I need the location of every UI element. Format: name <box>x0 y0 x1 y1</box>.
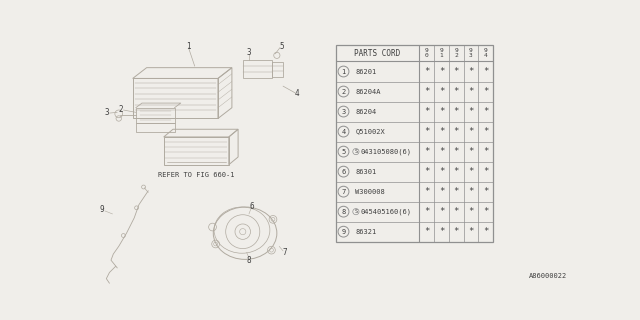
Text: 1: 1 <box>341 68 346 75</box>
Text: *: * <box>483 67 488 76</box>
Text: *: * <box>483 187 488 196</box>
Bar <box>132 78 218 118</box>
Text: *: * <box>424 167 429 176</box>
Bar <box>272 61 283 77</box>
Text: *: * <box>468 87 474 96</box>
Text: 9: 9 <box>341 229 346 235</box>
Text: *: * <box>483 107 488 116</box>
Text: *: * <box>468 207 474 216</box>
Text: *: * <box>468 67 474 76</box>
Text: *: * <box>439 207 444 216</box>
Bar <box>136 123 175 132</box>
Text: 8: 8 <box>246 256 252 265</box>
Text: 9
2: 9 2 <box>454 48 458 58</box>
Text: 86301: 86301 <box>355 169 376 175</box>
Text: *: * <box>468 147 474 156</box>
Text: 86321: 86321 <box>355 229 376 235</box>
Text: *: * <box>424 227 429 236</box>
Text: *: * <box>424 127 429 136</box>
Text: 9
0: 9 0 <box>425 48 429 58</box>
Text: 86204: 86204 <box>355 108 376 115</box>
Text: *: * <box>468 107 474 116</box>
Text: 9
4: 9 4 <box>484 48 488 58</box>
Text: 9
3: 9 3 <box>469 48 473 58</box>
Text: 2: 2 <box>341 89 346 94</box>
Text: *: * <box>454 207 459 216</box>
Text: *: * <box>468 167 474 176</box>
Text: 2: 2 <box>118 105 123 114</box>
Text: *: * <box>483 167 488 176</box>
Text: 045405160(6): 045405160(6) <box>360 208 412 215</box>
Text: 9: 9 <box>99 205 104 214</box>
Text: 3: 3 <box>105 108 109 117</box>
Text: S: S <box>355 209 358 214</box>
Text: 86204A: 86204A <box>355 89 381 94</box>
Text: *: * <box>424 67 429 76</box>
Text: *: * <box>424 147 429 156</box>
Text: REFER TO FIG 660-1: REFER TO FIG 660-1 <box>158 172 234 178</box>
Text: *: * <box>439 167 444 176</box>
Text: 5: 5 <box>341 148 346 155</box>
Text: *: * <box>424 207 429 216</box>
Text: 8: 8 <box>341 209 346 215</box>
Text: *: * <box>454 227 459 236</box>
Text: *: * <box>454 127 459 136</box>
Text: *: * <box>454 67 459 76</box>
Text: *: * <box>483 127 488 136</box>
Text: *: * <box>468 127 474 136</box>
Text: *: * <box>439 187 444 196</box>
Text: *: * <box>468 187 474 196</box>
Text: 6: 6 <box>250 202 254 211</box>
Text: 9
1: 9 1 <box>440 48 444 58</box>
Text: *: * <box>454 167 459 176</box>
Text: 3: 3 <box>246 48 252 57</box>
Text: 043105080(6): 043105080(6) <box>360 148 412 155</box>
Text: *: * <box>468 227 474 236</box>
Text: 4: 4 <box>341 129 346 135</box>
Text: *: * <box>424 187 429 196</box>
Text: *: * <box>424 87 429 96</box>
Text: 7: 7 <box>282 248 287 257</box>
Bar <box>136 108 175 123</box>
Text: *: * <box>454 107 459 116</box>
Text: *: * <box>454 187 459 196</box>
Text: W300008: W300008 <box>355 188 385 195</box>
Bar <box>336 44 493 242</box>
Text: *: * <box>483 147 488 156</box>
Text: S: S <box>355 149 358 154</box>
Text: 4: 4 <box>294 89 300 98</box>
Text: 7: 7 <box>341 188 346 195</box>
Text: *: * <box>454 87 459 96</box>
Text: PARTS CORD: PARTS CORD <box>355 49 401 58</box>
Text: *: * <box>439 127 444 136</box>
Text: *: * <box>454 147 459 156</box>
Bar <box>164 137 229 165</box>
Text: *: * <box>483 87 488 96</box>
Text: *: * <box>439 147 444 156</box>
Text: Q51002X: Q51002X <box>355 129 385 135</box>
Text: *: * <box>483 227 488 236</box>
Text: A86000022: A86000022 <box>529 273 566 279</box>
Text: 5: 5 <box>279 42 284 51</box>
Text: 6: 6 <box>341 169 346 175</box>
Text: 3: 3 <box>341 108 346 115</box>
Text: 1: 1 <box>186 42 191 51</box>
Text: *: * <box>439 67 444 76</box>
Text: *: * <box>424 107 429 116</box>
Text: *: * <box>439 227 444 236</box>
Text: *: * <box>483 207 488 216</box>
Text: *: * <box>439 107 444 116</box>
Text: *: * <box>439 87 444 96</box>
Bar <box>243 60 272 78</box>
Text: 86201: 86201 <box>355 68 376 75</box>
